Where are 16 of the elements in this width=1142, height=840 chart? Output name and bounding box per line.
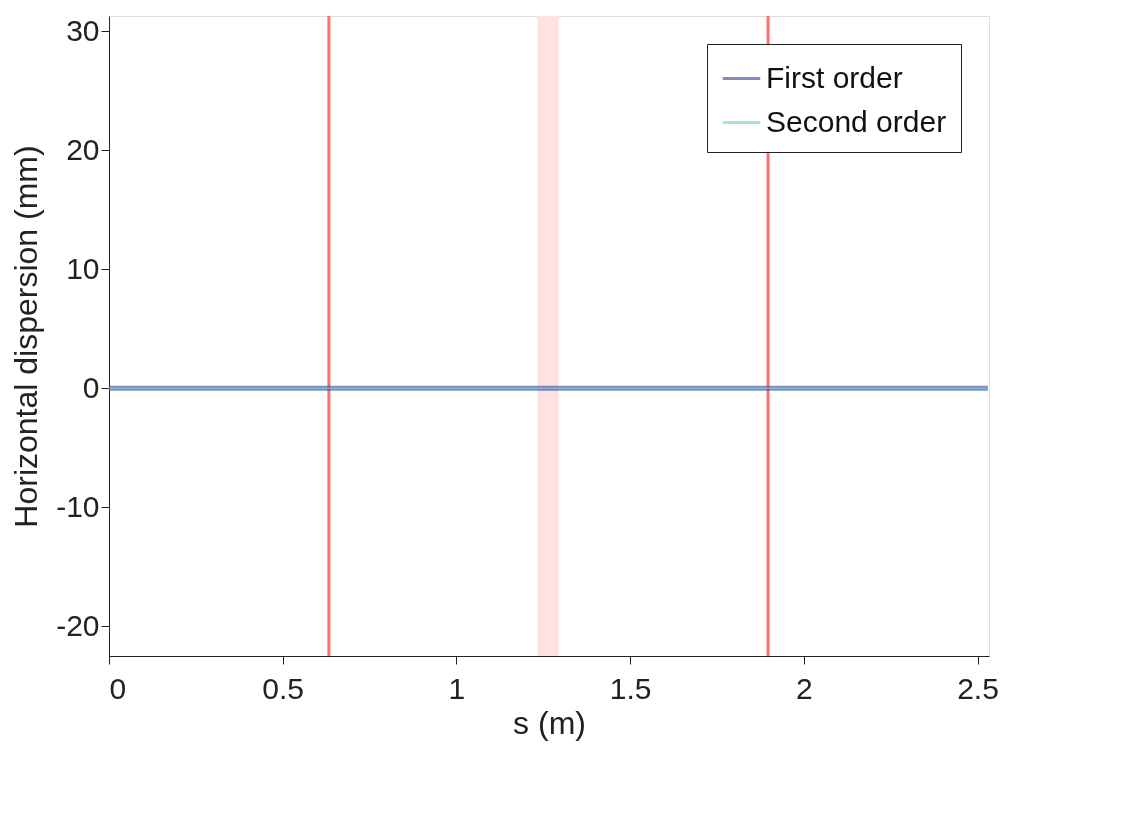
x-tick-label: 1.5: [609, 671, 652, 705]
y-tick-label: 20: [66, 132, 100, 166]
y-tick-label: -20: [56, 608, 100, 642]
x-tick-label: 0: [109, 671, 127, 705]
y-axis-title: Horizontal dispersion (mm): [8, 145, 45, 528]
y-tick-label: 10: [66, 251, 100, 285]
y-tick-label: 0: [82, 370, 100, 404]
legend-label: First order: [766, 60, 903, 94]
x-tick-label: 0.5: [262, 671, 305, 705]
x-axis-title: s (m): [513, 704, 586, 741]
x-tick-label: 2: [795, 671, 813, 705]
y-tick-label: 30: [66, 13, 100, 47]
y-tick-label: -10: [56, 489, 100, 523]
x-tick-label: 2.5: [957, 671, 999, 705]
x-tick-label: 1: [448, 671, 466, 705]
legend-label: Second order: [766, 104, 947, 138]
